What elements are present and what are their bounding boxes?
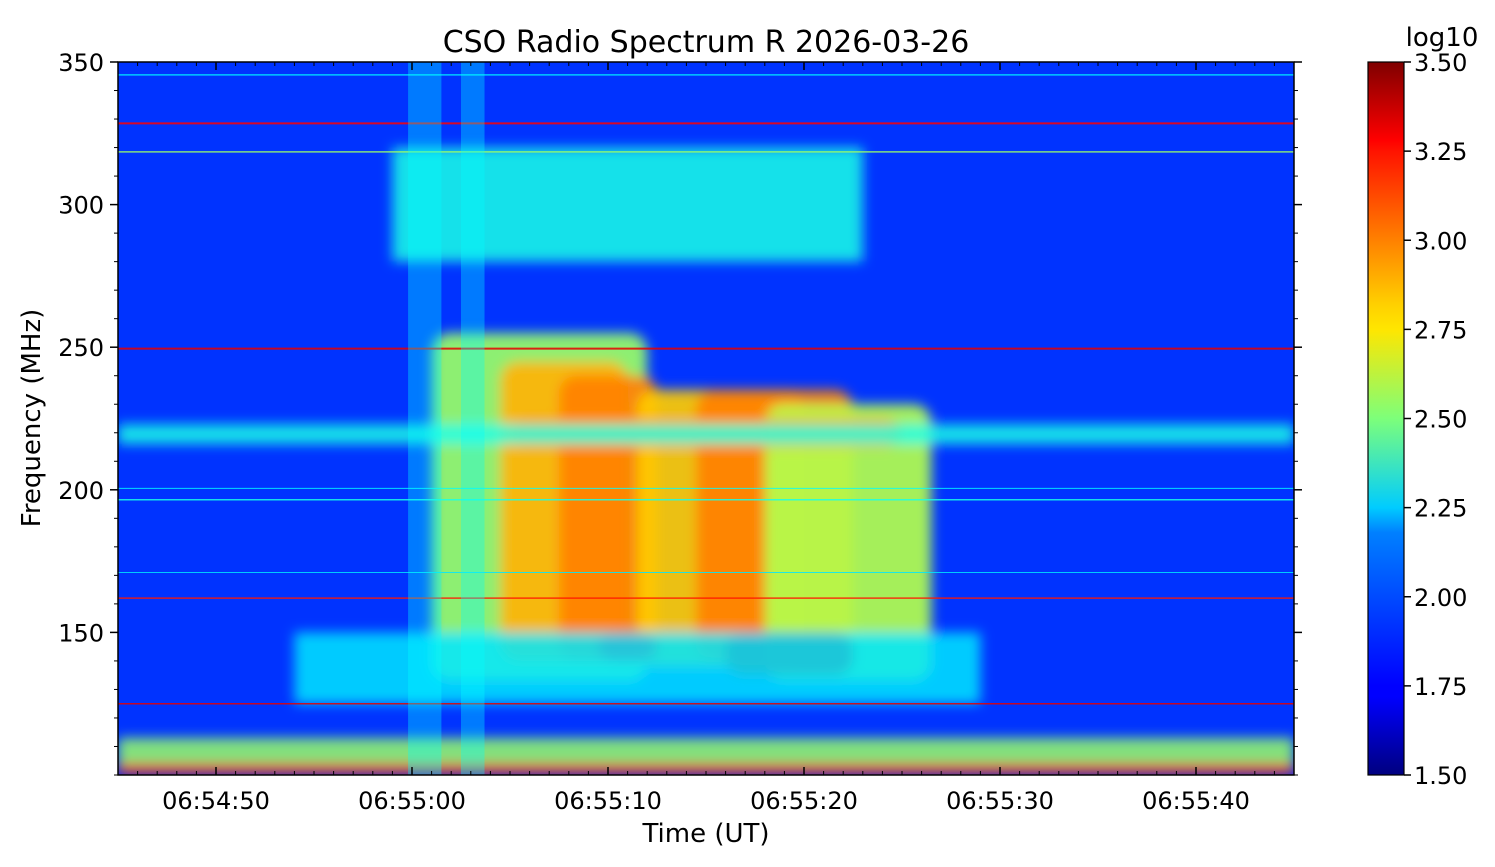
- colorbar-tick-label: 3.25: [1414, 138, 1467, 166]
- colorbar-tick-label: 2.00: [1414, 584, 1467, 612]
- heatmap-burst-5: [764, 404, 932, 681]
- colorbar-tick-label: 3.00: [1414, 227, 1467, 255]
- heatmap-band-10: [294, 632, 981, 704]
- heatmap-burst-2: [559, 375, 657, 661]
- colorbar-tick-label: 1.50: [1414, 762, 1467, 790]
- y-axis: 150 200 250 300 350: [58, 49, 1302, 776]
- rfi-column-1: [461, 62, 485, 775]
- y-tick-label: 250: [58, 334, 104, 362]
- x-tick-label: 06:54:50: [162, 787, 270, 815]
- colorbar-tick-label: 2.75: [1414, 316, 1467, 344]
- y-tick-label: 300: [58, 192, 104, 220]
- y-tick-label: 150: [58, 619, 104, 647]
- y-tick-label: 200: [58, 477, 104, 505]
- colorbar-label: log10: [1406, 23, 1479, 53]
- y-tick-label: 350: [58, 49, 104, 77]
- colorbar-tick-label: 3.50: [1414, 49, 1467, 77]
- x-tick-label: 06:55:40: [1142, 787, 1250, 815]
- x-tick-label: 06:55:30: [946, 787, 1054, 815]
- x-tick-label: 06:55:20: [750, 787, 858, 815]
- colorbar-gradient: [1367, 61, 1405, 776]
- x-axis: 06:54:50 06:55:00 06:55:10 06:55:20 06:55:30…: [117, 62, 1295, 815]
- heatmap-image: [118, 62, 1294, 775]
- colorbar-tick-label: 2.50: [1414, 406, 1467, 434]
- rfi-column-0: [408, 62, 442, 775]
- chart-title: CSO Radio Spectrum R 2026-03-26: [443, 25, 970, 60]
- heatmap-band-9: [392, 147, 863, 262]
- colorbar-tick-label: 1.75: [1414, 673, 1467, 701]
- heatmap-band-11: [118, 424, 1294, 445]
- x-axis-label: Time (UT): [641, 819, 769, 849]
- x-tick-label: 06:55:00: [358, 787, 466, 815]
- x-tick-label: 06:55:10: [554, 787, 662, 815]
- y-axis-label: Frequency (MHz): [17, 309, 47, 528]
- colorbar: 1.50 1.75 2.00 2.25 2.50 2.75 3.00 3.25 3.50 log…: [1367, 23, 1479, 790]
- heatmap-band-12: [118, 737, 1294, 767]
- colorbar-tick-label: 2.25: [1414, 495, 1467, 523]
